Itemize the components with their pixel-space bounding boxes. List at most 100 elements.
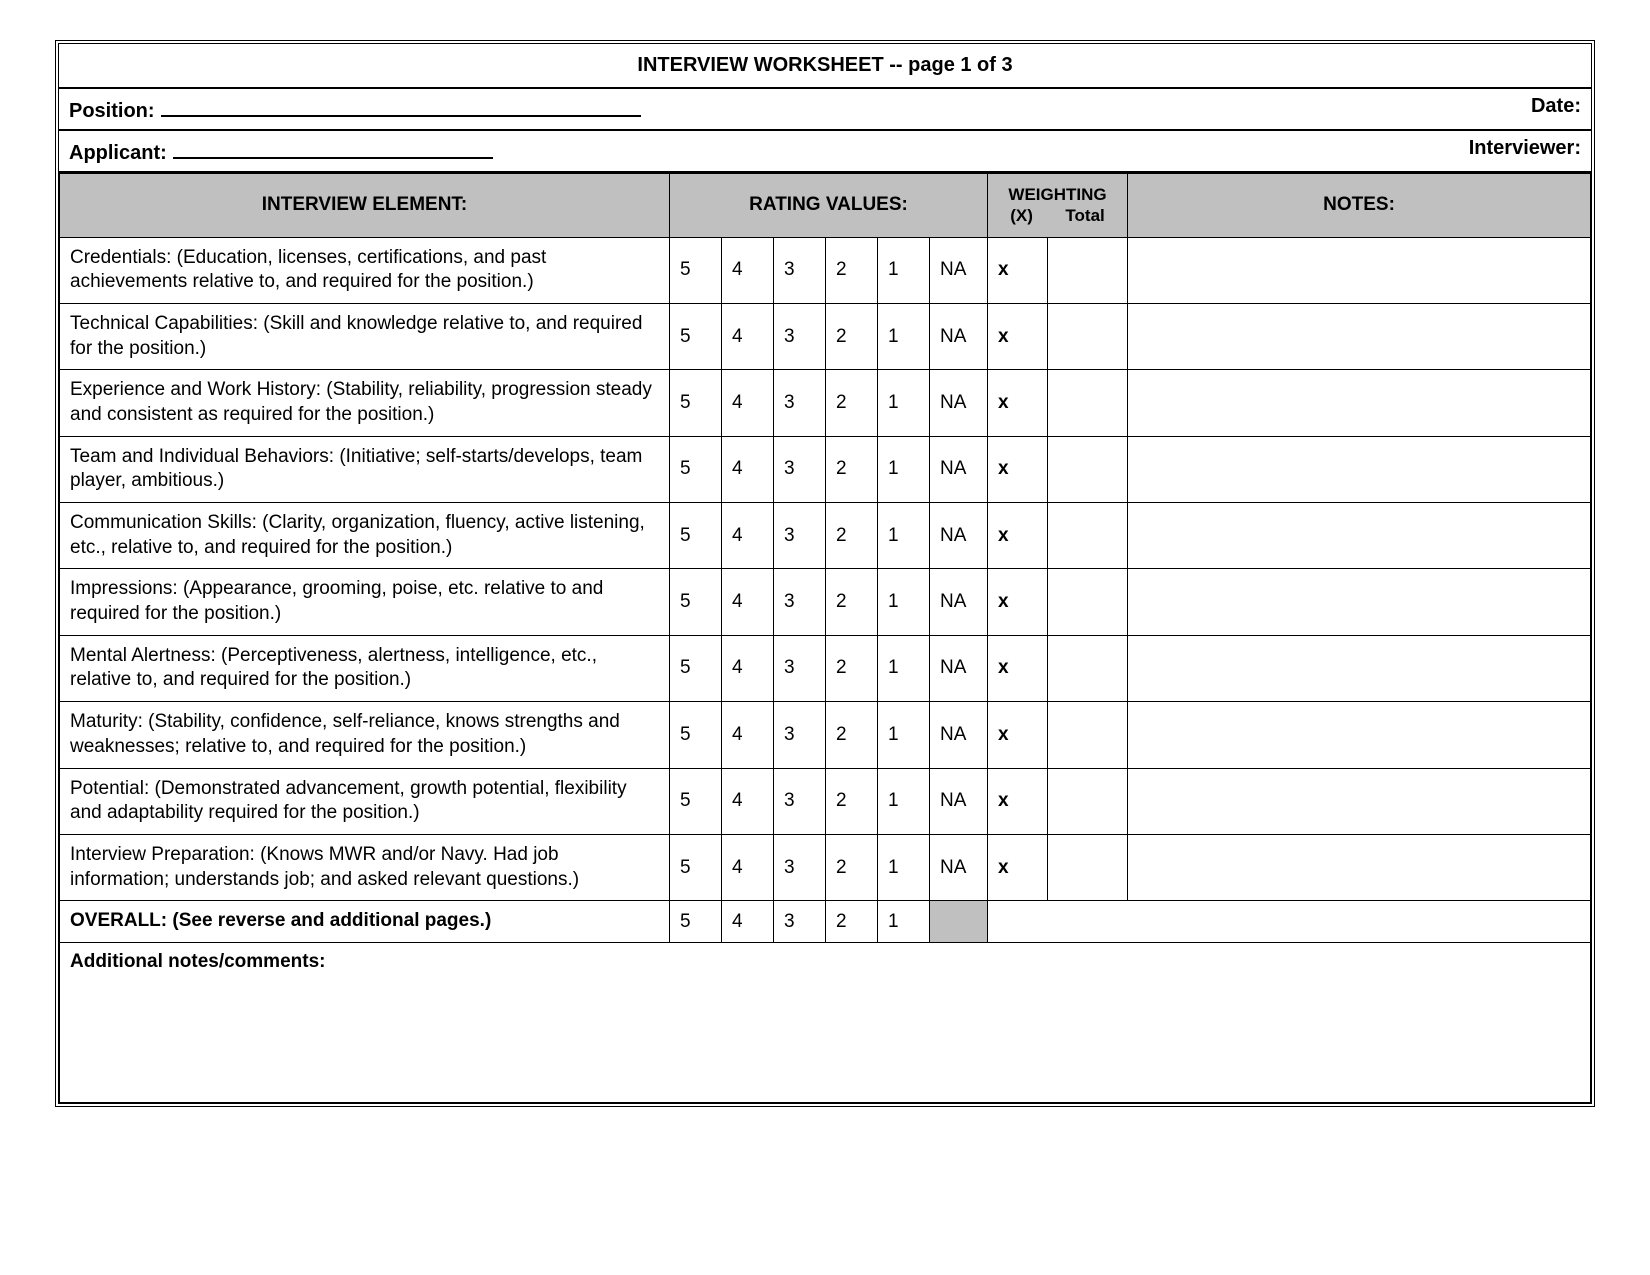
weight-x-cell[interactable]: x bbox=[988, 768, 1048, 834]
rating-cell-4[interactable]: 4 bbox=[722, 635, 774, 701]
rating-cell-1[interactable]: 1 bbox=[878, 370, 930, 436]
rating-cell-3[interactable]: 3 bbox=[774, 768, 826, 834]
rating-cell-NA[interactable]: NA bbox=[930, 503, 988, 569]
rating-cell-4[interactable]: 4 bbox=[722, 901, 774, 943]
rating-cell-NA[interactable]: NA bbox=[930, 370, 988, 436]
notes-cell[interactable] bbox=[1128, 503, 1591, 569]
rating-cell-2[interactable]: 2 bbox=[826, 503, 878, 569]
notes-cell[interactable] bbox=[1128, 834, 1591, 900]
weight-x-cell[interactable]: x bbox=[988, 436, 1048, 502]
rating-cell-4[interactable]: 4 bbox=[722, 370, 774, 436]
rating-cell-5[interactable]: 5 bbox=[670, 702, 722, 768]
weight-x-cell[interactable]: x bbox=[988, 237, 1048, 303]
rating-cell-2[interactable]: 2 bbox=[826, 436, 878, 502]
rating-cell-1[interactable]: 1 bbox=[878, 635, 930, 701]
rating-cell-NA[interactable]: NA bbox=[930, 237, 988, 303]
rating-cell-1[interactable]: 1 bbox=[878, 237, 930, 303]
overall-rest-cell[interactable] bbox=[988, 901, 1591, 943]
weight-x-cell[interactable]: x bbox=[988, 303, 1048, 369]
rating-cell-2[interactable]: 2 bbox=[826, 370, 878, 436]
rating-cell-5[interactable]: 5 bbox=[670, 768, 722, 834]
weight-total-cell[interactable] bbox=[1048, 768, 1128, 834]
weight-total-cell[interactable] bbox=[1048, 237, 1128, 303]
weight-x-cell[interactable]: x bbox=[988, 834, 1048, 900]
weight-x-cell[interactable]: x bbox=[988, 635, 1048, 701]
weight-total-cell[interactable] bbox=[1048, 569, 1128, 635]
rating-cell-NA[interactable]: NA bbox=[930, 303, 988, 369]
notes-cell[interactable] bbox=[1128, 237, 1591, 303]
rating-cell-3[interactable]: 3 bbox=[774, 569, 826, 635]
rating-cell-2[interactable]: 2 bbox=[826, 702, 878, 768]
applicant-blank-line[interactable] bbox=[173, 137, 493, 159]
position-blank-line[interactable] bbox=[161, 95, 641, 117]
rating-cell-4[interactable]: 4 bbox=[722, 303, 774, 369]
rating-cell-1[interactable]: 1 bbox=[878, 569, 930, 635]
rating-cell-3[interactable]: 3 bbox=[774, 635, 826, 701]
rating-cell-4[interactable]: 4 bbox=[722, 503, 774, 569]
notes-cell[interactable] bbox=[1128, 635, 1591, 701]
rating-cell-1[interactable]: 1 bbox=[878, 768, 930, 834]
weight-total-cell[interactable] bbox=[1048, 834, 1128, 900]
weight-total-cell[interactable] bbox=[1048, 436, 1128, 502]
rating-cell-3[interactable]: 3 bbox=[774, 436, 826, 502]
notes-cell[interactable] bbox=[1128, 702, 1591, 768]
rating-cell-NA[interactable]: NA bbox=[930, 768, 988, 834]
rating-cell-NA[interactable]: NA bbox=[930, 834, 988, 900]
rating-cell-4[interactable]: 4 bbox=[722, 768, 774, 834]
rating-cell-2[interactable]: 2 bbox=[826, 237, 878, 303]
rating-cell-5[interactable]: 5 bbox=[670, 901, 722, 943]
rating-cell-2[interactable]: 2 bbox=[826, 901, 878, 943]
weight-x-cell[interactable]: x bbox=[988, 702, 1048, 768]
rating-cell-5[interactable]: 5 bbox=[670, 503, 722, 569]
rating-cell-3[interactable]: 3 bbox=[774, 370, 826, 436]
rating-cell-5[interactable]: 5 bbox=[670, 370, 722, 436]
rating-cell-3[interactable]: 3 bbox=[774, 834, 826, 900]
rating-cell-5[interactable]: 5 bbox=[670, 834, 722, 900]
rating-cell-1[interactable]: 1 bbox=[878, 436, 930, 502]
rating-cell-5[interactable]: 5 bbox=[670, 237, 722, 303]
notes-cell[interactable] bbox=[1128, 303, 1591, 369]
rating-cell-1[interactable]: 1 bbox=[878, 901, 930, 943]
rating-cell-2[interactable]: 2 bbox=[826, 569, 878, 635]
weight-total-cell[interactable] bbox=[1048, 303, 1128, 369]
weight-x-cell[interactable]: x bbox=[988, 503, 1048, 569]
weight-total-cell[interactable] bbox=[1048, 635, 1128, 701]
header-notes: NOTES: bbox=[1128, 174, 1591, 238]
rating-cell-2[interactable]: 2 bbox=[826, 303, 878, 369]
weight-x-cell[interactable]: x bbox=[988, 370, 1048, 436]
weight-x-cell[interactable]: x bbox=[988, 569, 1048, 635]
rating-cell-NA[interactable]: NA bbox=[930, 436, 988, 502]
rating-cell-NA[interactable]: NA bbox=[930, 635, 988, 701]
rating-cell-2[interactable]: 2 bbox=[826, 834, 878, 900]
rating-cell-3[interactable]: 3 bbox=[774, 503, 826, 569]
rating-cell-NA[interactable]: NA bbox=[930, 702, 988, 768]
rating-cell-2[interactable]: 2 bbox=[826, 635, 878, 701]
rating-cell-4[interactable]: 4 bbox=[722, 834, 774, 900]
notes-cell[interactable] bbox=[1128, 436, 1591, 502]
rating-cell-4[interactable]: 4 bbox=[722, 702, 774, 768]
notes-cell[interactable] bbox=[1128, 569, 1591, 635]
rating-cell-4[interactable]: 4 bbox=[722, 237, 774, 303]
rating-cell-4[interactable]: 4 bbox=[722, 569, 774, 635]
rating-cell-1[interactable]: 1 bbox=[878, 303, 930, 369]
rating-cell-3[interactable]: 3 bbox=[774, 237, 826, 303]
rating-cell-3[interactable]: 3 bbox=[774, 901, 826, 943]
rating-cell-3[interactable]: 3 bbox=[774, 303, 826, 369]
rating-cell-5[interactable]: 5 bbox=[670, 436, 722, 502]
weight-total-cell[interactable] bbox=[1048, 503, 1128, 569]
rating-cell-1[interactable]: 1 bbox=[878, 834, 930, 900]
rating-cell-5[interactable]: 5 bbox=[670, 569, 722, 635]
rating-cell-3[interactable]: 3 bbox=[774, 702, 826, 768]
weight-total-cell[interactable] bbox=[1048, 702, 1128, 768]
weight-total-cell[interactable] bbox=[1048, 370, 1128, 436]
rating-cell-5[interactable]: 5 bbox=[670, 303, 722, 369]
notes-cell[interactable] bbox=[1128, 370, 1591, 436]
notes-cell[interactable] bbox=[1128, 768, 1591, 834]
additional-notes-cell[interactable]: Additional notes/comments: bbox=[60, 942, 1591, 1102]
rating-cell-1[interactable]: 1 bbox=[878, 702, 930, 768]
rating-cell-1[interactable]: 1 bbox=[878, 503, 930, 569]
rating-cell-5[interactable]: 5 bbox=[670, 635, 722, 701]
rating-cell-NA[interactable]: NA bbox=[930, 569, 988, 635]
rating-cell-4[interactable]: 4 bbox=[722, 436, 774, 502]
rating-cell-2[interactable]: 2 bbox=[826, 768, 878, 834]
